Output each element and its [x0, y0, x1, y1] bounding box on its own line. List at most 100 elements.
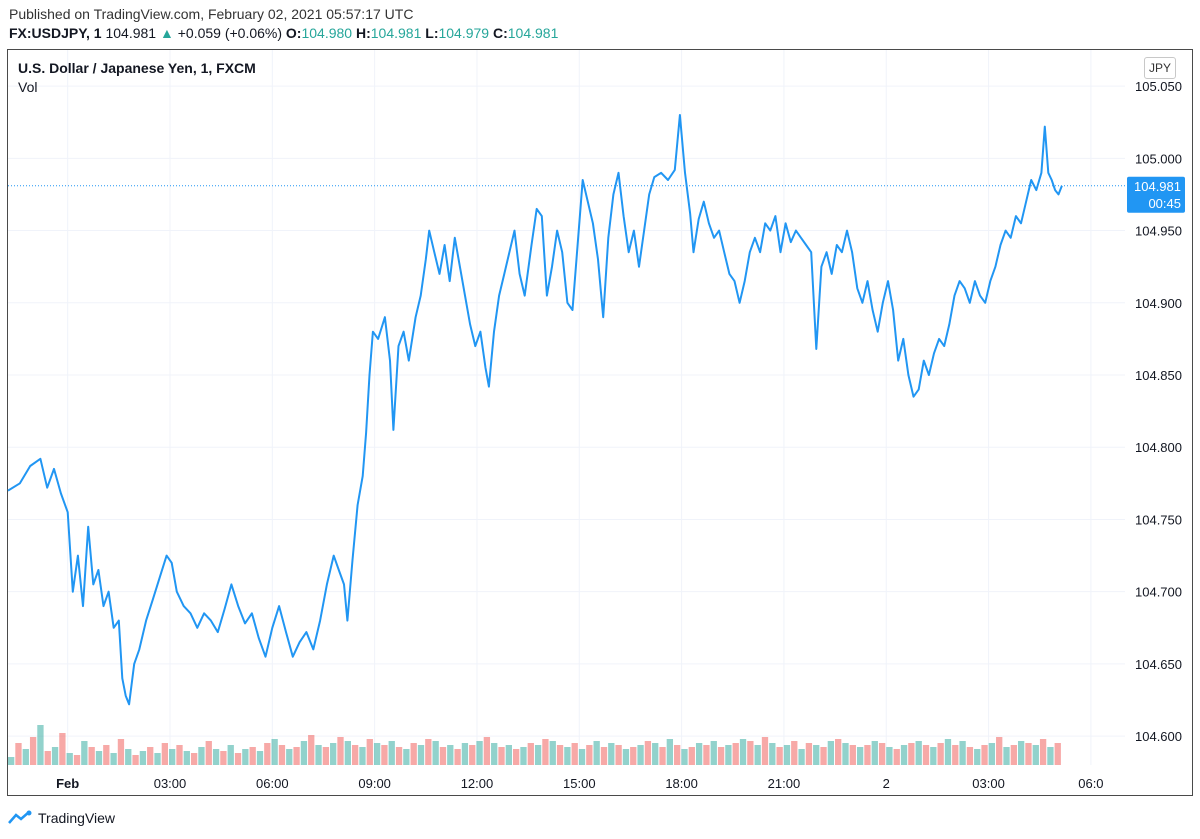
y-tick-label: 104.800 — [1135, 440, 1182, 455]
volume-bar — [739, 739, 747, 765]
low-label: L: — [425, 25, 439, 41]
x-axis: Feb 03:00 06:00 09:00 12:00 15:00 18:00 21:00 2 0… — [56, 776, 1103, 791]
volume-bar — [381, 745, 388, 765]
last-price: 104.981 — [105, 25, 157, 41]
volume-bar — [578, 749, 586, 765]
volume-bar — [117, 739, 125, 765]
volume-bar — [103, 745, 110, 765]
volume-bar — [447, 745, 454, 765]
volume-bar — [95, 751, 103, 765]
volume-bar — [512, 749, 520, 765]
volume-bar — [315, 745, 322, 765]
volume-bar — [681, 749, 688, 765]
volume-bar — [227, 745, 234, 765]
volume-bar — [1010, 745, 1017, 765]
x-tick-label: Feb — [56, 776, 79, 791]
volume-bar — [695, 743, 703, 765]
x-tick-label: 21:00 — [768, 776, 801, 791]
volume-bar — [937, 743, 944, 765]
volume-bar — [234, 753, 242, 765]
volume-bar — [608, 743, 615, 765]
volume-bar — [717, 747, 725, 765]
y-tick-label: 104.950 — [1135, 224, 1182, 239]
volume-bar — [483, 737, 491, 765]
volume-bar — [798, 749, 805, 765]
change-arrow-icon: ▲ — [159, 25, 174, 41]
volume-bar — [439, 747, 447, 765]
volume-bar — [849, 745, 856, 765]
volume-bar — [425, 739, 432, 765]
close-label: C: — [492, 25, 508, 41]
volume-bar — [1025, 743, 1032, 765]
volume-bar — [549, 741, 556, 765]
volume-bar — [893, 749, 900, 765]
volume-bar — [805, 743, 813, 765]
volume-bar — [110, 753, 117, 765]
published-info: Published on TradingView.com, February 0… — [9, 6, 414, 22]
volume-bar — [644, 741, 652, 765]
volume-bar — [505, 745, 512, 765]
symbol-label: FX:USDJPY, 1 — [9, 25, 102, 41]
volume-bar — [264, 743, 271, 765]
volume-bar — [966, 747, 974, 765]
volume-bar — [856, 747, 864, 765]
volume-bar — [769, 743, 776, 765]
volume-bar — [59, 733, 66, 765]
currency-button[interactable]: JPY — [1144, 57, 1176, 79]
last-price-text: 104.981 — [1134, 179, 1181, 194]
volume-bar — [622, 749, 630, 765]
volume-bar — [703, 745, 710, 765]
volume-bar — [366, 739, 373, 765]
volume-bar — [659, 747, 666, 765]
volume-bar — [132, 755, 139, 765]
volume-bar — [37, 725, 44, 765]
volume-bar — [930, 747, 937, 765]
high-label: H: — [355, 25, 371, 41]
volume-bar — [1032, 745, 1039, 765]
volume-bar — [1054, 743, 1061, 765]
volume-bar — [732, 743, 739, 765]
chart-frame — [7, 49, 1193, 796]
volume-bar — [351, 745, 359, 765]
volume-bar — [190, 753, 198, 765]
volume-bar — [322, 747, 330, 765]
volume-bar — [373, 743, 381, 765]
volume-bar — [51, 747, 59, 765]
open-label: O: — [285, 25, 302, 41]
volume-bar — [169, 749, 176, 765]
brand-name: TradingView — [38, 810, 116, 826]
volume-bar — [395, 747, 403, 765]
volume-bar — [600, 747, 608, 765]
volume-bar — [842, 743, 849, 765]
volume-bar — [791, 741, 798, 765]
brand-logo[interactable]: TradingView — [8, 810, 115, 826]
volume-bar — [981, 745, 988, 765]
volume-bar — [710, 741, 717, 765]
volume-bar — [81, 741, 88, 765]
last-price-box — [1127, 176, 1185, 213]
volume-bar — [469, 745, 476, 765]
volume-bar — [154, 753, 161, 765]
volume-bars — [8, 725, 1061, 765]
volume-bar — [754, 745, 761, 765]
volume-bar — [410, 743, 417, 765]
volume-bar — [300, 741, 308, 765]
volume-bar — [922, 745, 930, 765]
volume-bar — [996, 737, 1003, 765]
x-tick-label: 18:00 — [665, 776, 698, 791]
volume-bar — [959, 741, 966, 765]
volume-bar — [29, 737, 37, 765]
volume-bar — [249, 747, 256, 765]
countdown-text: 00:45 — [1148, 196, 1181, 211]
last-price-marker: 104.981 00:45 — [1127, 176, 1185, 213]
volume-bar — [476, 741, 483, 765]
volume-bar — [293, 747, 300, 765]
volume-bar — [593, 741, 600, 765]
volume-bar — [827, 741, 835, 765]
volume-bar — [637, 745, 644, 765]
volume-bar — [44, 751, 51, 765]
volume-bar — [542, 739, 549, 765]
volume-bar — [388, 741, 395, 765]
y-tick-label: 104.850 — [1135, 368, 1182, 383]
